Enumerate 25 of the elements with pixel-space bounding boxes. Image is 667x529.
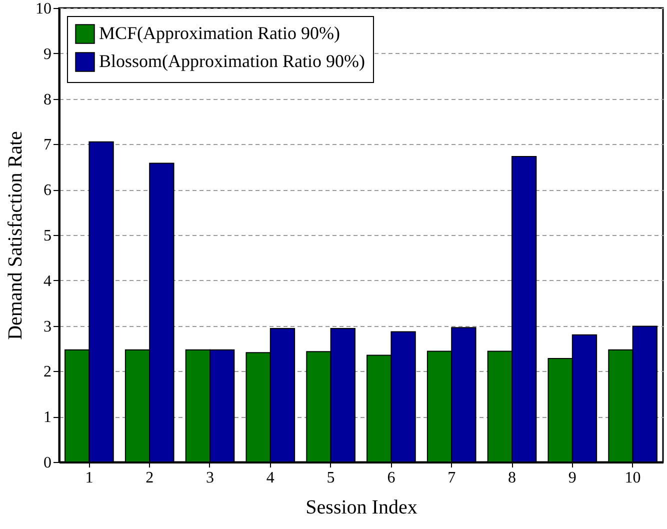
y-tick-label: 8 — [44, 91, 52, 108]
x-tick-label: 4 — [266, 470, 274, 486]
legend-label: Blossom(Approximation Ratio 90%) — [99, 51, 365, 71]
x-tick-label: 1 — [85, 470, 94, 486]
x-tick-label: 5 — [326, 470, 335, 486]
x-axis-title: Session Index — [306, 496, 418, 518]
x-tick-label: 10 — [624, 470, 641, 486]
y-tick-label: 3 — [44, 318, 52, 336]
y-tick-label: 5 — [44, 228, 52, 244]
y-tick-label: 1 — [44, 409, 52, 426]
y-tick-label: 7 — [44, 136, 52, 154]
x-tick-label: 7 — [448, 470, 456, 486]
y-tick-label: 9 — [44, 46, 52, 63]
x-tick-label: 9 — [568, 470, 576, 486]
y-axis-title: Demand Satisfaction Rate — [4, 130, 26, 340]
y-tick-label: 10 — [36, 0, 52, 18]
y-tick-label: 2 — [44, 364, 52, 381]
x-tick-label: 2 — [146, 470, 154, 486]
y-tick-label: 4 — [44, 272, 52, 290]
legend-label: MCF(Approximation Ratio 90%) — [99, 23, 340, 43]
y-tick-label: 6 — [44, 182, 52, 200]
x-tick-label: 6 — [387, 470, 396, 486]
y-tick-label: 0 — [44, 454, 52, 472]
x-tick-label: 3 — [206, 470, 214, 486]
x-tick-label: 8 — [508, 470, 516, 486]
